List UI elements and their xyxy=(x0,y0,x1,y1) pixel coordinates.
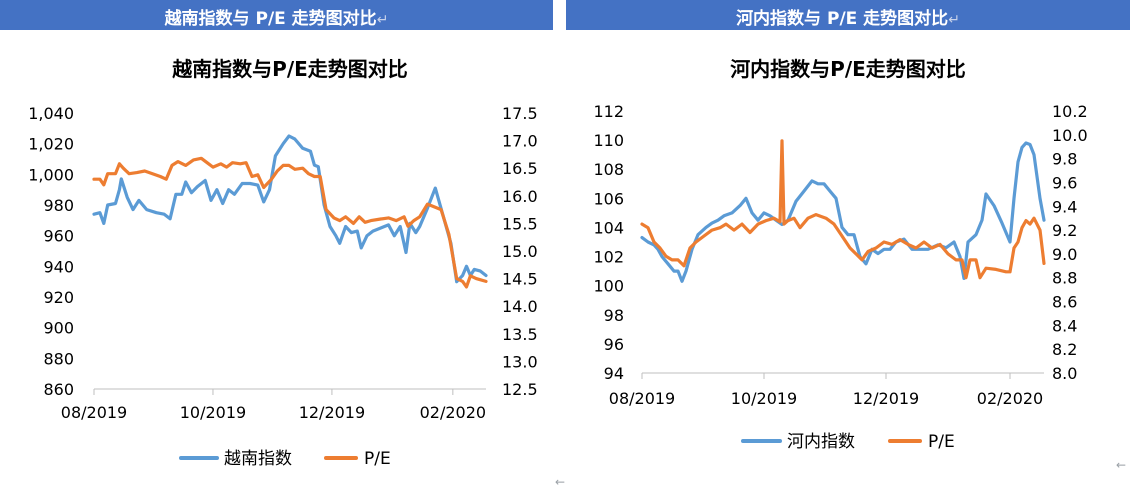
left-header-bar: 越南指数与 P/E 走势图对比↵ xyxy=(0,0,553,30)
y-left-tick-label: 112 xyxy=(593,102,624,121)
footer-arrow-icon-right: ← xyxy=(1116,458,1127,472)
right-header-title: 河内指数与 P/E 走势图对比↵ xyxy=(736,9,960,29)
y-right-tick-label: 16.0 xyxy=(502,187,538,206)
y-right-tick-label: 9.0 xyxy=(1052,245,1077,264)
x-tick-label: 08/2019 xyxy=(61,403,127,422)
legend-label-index: 越南指数 xyxy=(224,449,292,469)
y-left-tick-label: 860 xyxy=(43,380,74,399)
y-left-tick-label: 1,020 xyxy=(28,135,74,154)
vn-index-chart: 越南指数与P/E走势图对比 860 880 900 920 940 960 980 1,000 1… xyxy=(0,30,553,502)
y-left-tick-label: 106 xyxy=(593,189,624,208)
y-left-tick-label: 960 xyxy=(43,227,74,246)
y-right-tick-label: 8.2 xyxy=(1052,340,1077,359)
y-left-tick-label: 94 xyxy=(604,364,624,383)
y-right-tick-label: 12.5 xyxy=(502,380,538,399)
legend-label-pe: P/E xyxy=(928,432,955,452)
y-right-tick-label: 8.0 xyxy=(1052,364,1077,383)
y-right-tick-label: 17.5 xyxy=(502,104,538,123)
y-right-tick-label: 9.4 xyxy=(1052,197,1077,216)
y-left-tick-label: 104 xyxy=(593,218,624,237)
y-right-tick-label: 14.5 xyxy=(502,270,538,289)
y-left-tick-label: 108 xyxy=(593,160,624,179)
legend-label-pe: P/E xyxy=(364,449,391,469)
y-right-tick-label: 9.6 xyxy=(1052,173,1077,192)
y-left-tick-label: 96 xyxy=(604,335,624,354)
chart-title: 河内指数与P/E走势图对比 xyxy=(730,57,966,81)
right-header-bar: 河内指数与 P/E 走势图对比↵ xyxy=(566,0,1130,30)
y-right-tick-label: 8.6 xyxy=(1052,293,1077,312)
y-right-tick-label: 13.5 xyxy=(502,325,538,344)
y-right-tick-label: 9.2 xyxy=(1052,221,1077,240)
y-right-tick-label: 8.4 xyxy=(1052,316,1077,335)
y-right-tick-label: 15.5 xyxy=(502,214,538,233)
pe-series-line xyxy=(640,139,1046,280)
y-left-tick-label: 102 xyxy=(593,248,624,267)
y-right-tick-label: 10.2 xyxy=(1052,102,1088,121)
x-tick-label: 02/2020 xyxy=(977,389,1043,408)
pe-series-line xyxy=(92,156,488,289)
chart-title: 越南指数与P/E走势图对比 xyxy=(171,57,408,81)
y-left-tick-label: 98 xyxy=(604,306,624,325)
y-right-tick-label: 15.0 xyxy=(502,242,538,261)
x-tick-label: 10/2019 xyxy=(180,403,246,422)
index-series-line xyxy=(92,134,488,284)
vn-index-chart-svg: 越南指数与P/E走势图对比 860 880 900 920 940 960 980 1,000 1… xyxy=(28,57,538,469)
index-series-line xyxy=(640,141,1046,283)
y-left-tick-label: 980 xyxy=(43,196,74,215)
return-mark-icon: ↵ xyxy=(376,12,389,28)
y-right-tick-label: 16.5 xyxy=(502,159,538,178)
x-tick-label: 12/2019 xyxy=(299,403,365,422)
y-left-tick-label: 1,040 xyxy=(28,104,74,123)
y-left-tick-label: 100 xyxy=(593,277,624,296)
x-tick-label: 12/2019 xyxy=(853,389,919,408)
y-right-tick-label: 14.0 xyxy=(502,297,538,316)
y-left-tick-label: 920 xyxy=(43,288,74,307)
y-left-tick-label: 940 xyxy=(43,257,74,276)
x-tick-label: 02/2020 xyxy=(420,403,486,422)
x-tick-label: 08/2019 xyxy=(609,389,675,408)
y-right-tick-label: 8.8 xyxy=(1052,269,1077,288)
hnx-index-chart-svg: 河内指数与P/E走势图对比 94 96 98 100 102 104 106 108 110 112… xyxy=(593,57,1088,452)
hnx-index-chart: 河内指数与P/E走势图对比 94 96 98 100 102 104 106 108 110 112… xyxy=(578,30,1130,502)
y-right-tick-label: 9.8 xyxy=(1052,150,1077,169)
y-right-tick-label: 10.0 xyxy=(1052,126,1088,145)
x-tick-label: 10/2019 xyxy=(731,389,797,408)
y-left-tick-label: 900 xyxy=(43,319,74,338)
left-header-title: 越南指数与 P/E 走势图对比↵ xyxy=(164,9,389,29)
y-left-tick-label: 1,000 xyxy=(28,165,74,184)
footer-arrow-icon: ← xyxy=(555,475,566,489)
legend-label-index: 河内指数 xyxy=(787,432,855,452)
y-left-tick-label: 880 xyxy=(43,349,74,368)
y-left-tick-label: 110 xyxy=(593,131,624,150)
y-right-tick-label: 13.0 xyxy=(502,352,538,371)
return-mark-icon: ↵ xyxy=(948,12,960,28)
y-right-tick-label: 17.0 xyxy=(502,132,538,151)
